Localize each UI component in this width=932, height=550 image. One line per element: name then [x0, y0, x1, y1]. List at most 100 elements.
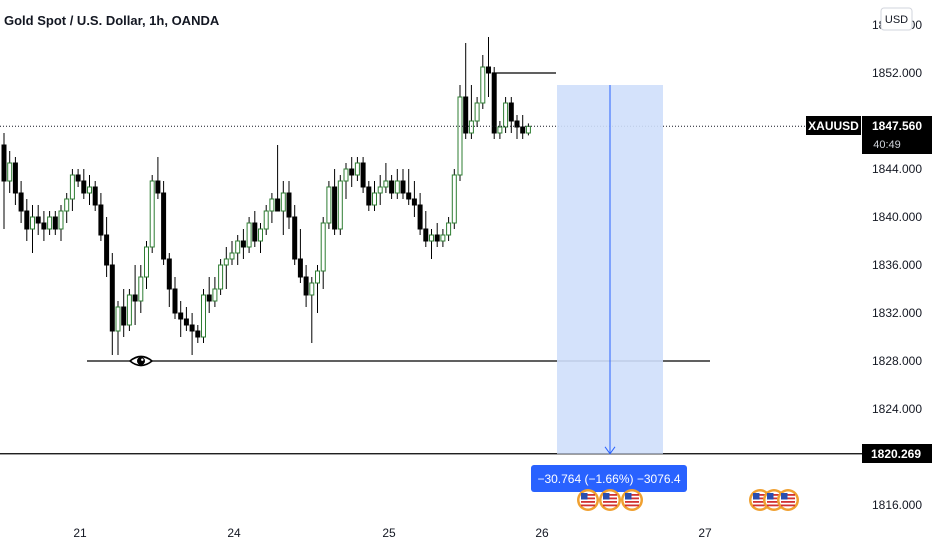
candle-body [138, 276, 144, 302]
candle [30, 205, 35, 253]
currency-button-label: USD [885, 14, 908, 26]
candle [491, 67, 497, 139]
candle-body [406, 192, 412, 200]
candle-body [92, 186, 98, 206]
price-tick-label: 1836.000 [872, 258, 922, 272]
candle-body [144, 246, 149, 278]
candle [463, 43, 469, 139]
candle-body [7, 162, 13, 182]
us-flag-event-icon[interactable] [777, 489, 799, 511]
candle-body [349, 168, 355, 176]
candle-body [309, 282, 315, 296]
candle [183, 307, 189, 331]
candle [309, 277, 315, 343]
candle-body [166, 258, 172, 290]
candle [508, 97, 514, 133]
candle-body [520, 126, 526, 134]
candle [18, 181, 24, 223]
price-tick-label: 1840.000 [872, 210, 922, 224]
candle-body [69, 174, 75, 200]
time-tick-label: 26 [535, 526, 549, 540]
bar-countdown: 40:49 [873, 139, 901, 151]
candle-body [474, 102, 480, 122]
candle [320, 217, 326, 289]
time-tick-label: 27 [698, 526, 712, 540]
candle-body [286, 192, 292, 218]
candle-body [218, 264, 224, 290]
candle [69, 169, 75, 211]
time-tick-label: 25 [382, 526, 396, 540]
candle [52, 211, 58, 235]
candle-body [440, 234, 446, 242]
candle [474, 97, 480, 127]
candle-body [377, 186, 383, 194]
candle-body [275, 198, 281, 212]
candle-body [457, 96, 463, 176]
currency-button[interactable]: USD [880, 7, 913, 31]
candle-body [360, 162, 366, 188]
candle-body [35, 216, 41, 224]
candle [377, 175, 383, 205]
candle [440, 229, 446, 247]
candle-body [297, 258, 303, 278]
candle-body [417, 204, 423, 230]
candle [132, 265, 138, 325]
candle [206, 277, 212, 313]
candle-body [372, 192, 377, 206]
candle [514, 115, 520, 139]
candle [218, 259, 224, 295]
candle-body [497, 126, 503, 134]
time-axis[interactable]: 21 24 25 26 27 [73, 526, 712, 540]
us-flag-event-icon[interactable] [577, 489, 599, 511]
candle [275, 145, 281, 212]
chart-overlay [0, 72, 862, 455]
candle [497, 121, 503, 139]
candle-body [115, 306, 121, 332]
candle [195, 325, 201, 343]
candle [1, 133, 7, 229]
price-tick-label: 1832.000 [872, 306, 922, 320]
candle-body [332, 186, 338, 230]
candle-body [292, 216, 298, 260]
candle-body [491, 72, 497, 134]
eye-icon[interactable] [128, 355, 154, 367]
candle-body [411, 198, 417, 206]
candle-body [303, 276, 309, 296]
candle [98, 193, 104, 241]
candle-body [149, 180, 155, 248]
candle-body [30, 216, 35, 230]
candle-body [354, 162, 360, 176]
candle-body [446, 222, 452, 236]
candle [525, 123, 531, 136]
candle [326, 181, 332, 229]
us-flag-event-icon[interactable] [599, 489, 621, 511]
candle [446, 217, 452, 241]
candle-body [400, 180, 406, 194]
candle [75, 169, 81, 187]
candle-body [280, 192, 286, 212]
price-tick-label: 1824.000 [872, 402, 922, 416]
candle-body [229, 252, 235, 260]
candle [246, 217, 252, 253]
candle-body [64, 198, 70, 212]
candle [429, 229, 434, 259]
candle [337, 175, 343, 235]
candle [297, 229, 303, 283]
candle [468, 85, 474, 139]
time-tick-label: 24 [227, 526, 241, 540]
candle-body [172, 288, 178, 314]
candle [280, 181, 286, 235]
candle-body [434, 234, 440, 242]
candle [166, 253, 172, 307]
candle [24, 199, 30, 241]
price-axis[interactable]: 1816.0001820.0001824.0001828.0001832.000… [872, 18, 922, 512]
candle [201, 289, 206, 343]
candle [235, 235, 241, 265]
candle-body [98, 204, 104, 236]
candle-body [178, 312, 184, 320]
candle-body [429, 234, 434, 242]
candle-body [503, 102, 509, 128]
us-flag-event-icon[interactable] [621, 489, 643, 511]
candle [406, 169, 412, 205]
